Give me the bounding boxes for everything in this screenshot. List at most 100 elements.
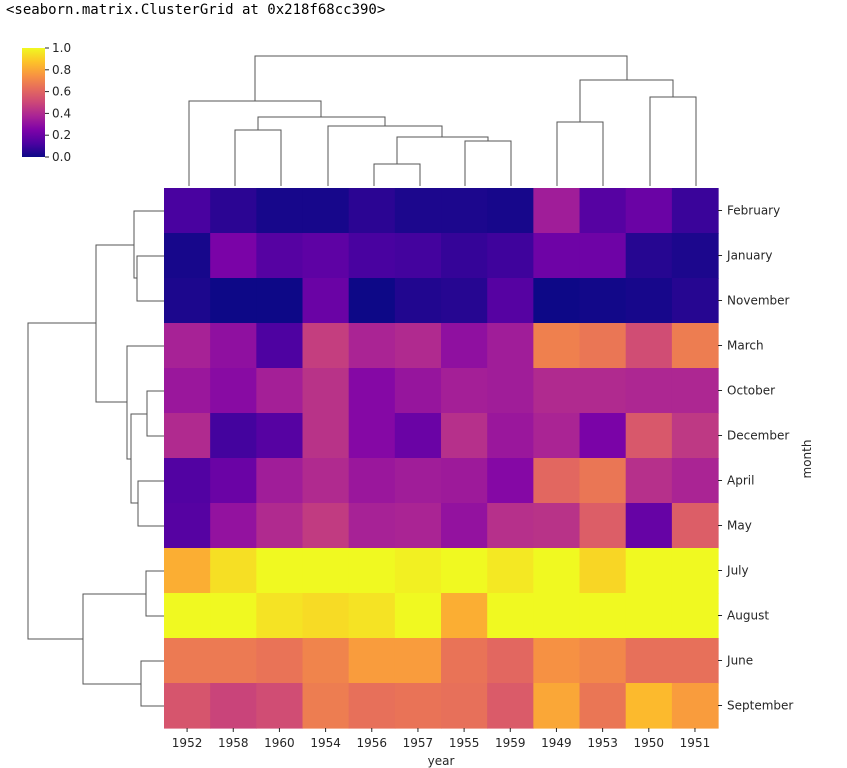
heatmap-cell — [348, 323, 396, 369]
heatmap-cell — [302, 638, 350, 684]
heatmap-cell — [533, 413, 581, 459]
colorbar-tick-label: 0.8 — [52, 63, 71, 77]
x-tick-label: 1949 — [541, 736, 572, 750]
row-dendrogram-link — [145, 570, 164, 617]
heatmap-cell — [210, 548, 257, 594]
col-dendrogram-link — [257, 116, 386, 130]
heatmap-cell — [164, 458, 211, 504]
heatmap-cell — [348, 593, 396, 639]
heatmap-cell — [394, 368, 442, 414]
heatmap-cell — [394, 458, 442, 504]
heatmap-cell — [487, 323, 534, 369]
heatmap-cell — [394, 188, 442, 234]
y-tick-label: July — [726, 564, 749, 578]
heatmap-cell — [302, 413, 350, 459]
colorbar-tick-label: 0.4 — [52, 106, 71, 120]
heatmap-cell — [256, 233, 304, 279]
y-tick-label: April — [727, 474, 754, 488]
heatmap-cell — [625, 683, 673, 729]
heatmap-cell — [671, 368, 719, 414]
colorbar-tick-label: 0.2 — [52, 128, 71, 142]
x-tick-labels: 1952 1958 1960 1954 1956 1957 1955 1959 1949 1953… — [172, 728, 710, 750]
y-axis-label: month — [800, 440, 814, 479]
heatmap-cell — [441, 683, 488, 729]
heatmap-cell — [579, 188, 627, 234]
x-tick-label: 1954 — [310, 736, 341, 750]
heatmap-cell — [487, 188, 534, 234]
heatmap-cell — [210, 683, 257, 729]
heatmap-cell — [441, 593, 488, 639]
heatmap-cell — [441, 503, 488, 549]
heatmap-cell — [164, 278, 211, 324]
heatmap-cell — [533, 458, 581, 504]
y-tick-label: December — [727, 429, 789, 443]
y-tick-label: September — [727, 699, 793, 713]
heatmap-cell — [256, 683, 304, 729]
heatmap-cell — [164, 413, 211, 459]
heatmap-cell — [625, 413, 673, 459]
heatmap-cell — [441, 548, 488, 594]
heatmap-cell — [441, 188, 488, 234]
y-tick-label: June — [726, 654, 753, 668]
x-tick-label: 1957 — [403, 736, 434, 750]
heatmap-cell — [579, 503, 627, 549]
heatmap-cell — [487, 458, 534, 504]
y-tick-label: August — [727, 609, 769, 623]
heatmap-cell — [625, 503, 673, 549]
heatmap-cell — [348, 233, 396, 279]
heatmap-cell — [579, 278, 627, 324]
heatmap-cell — [348, 503, 396, 549]
heatmap-cell — [302, 548, 350, 594]
heatmap-cell — [533, 323, 581, 369]
heatmap-cell — [579, 548, 627, 594]
heatmap-cell — [579, 683, 627, 729]
colorbar-gradient — [22, 48, 45, 157]
heatmap-cell — [487, 548, 534, 594]
heatmap-cell — [625, 233, 673, 279]
heatmap-cell — [302, 368, 350, 414]
heatmap-cell — [441, 233, 488, 279]
y-tick-labels: February January November March October Decem… — [718, 204, 793, 713]
x-tick-label: 1959 — [495, 736, 526, 750]
heatmap-cell — [394, 548, 442, 594]
heatmap-cell — [256, 413, 304, 459]
heatmap-cell — [625, 548, 673, 594]
heatmap-cell — [210, 593, 257, 639]
heatmap-cell — [164, 188, 211, 234]
heatmap-cell — [533, 278, 581, 324]
y-tick-label: November — [727, 294, 789, 308]
heatmap-cell — [164, 638, 211, 684]
heatmap-cell — [302, 278, 350, 324]
heatmap-cell — [533, 593, 581, 639]
row-dendrogram-link — [146, 390, 164, 437]
heatmap-cell — [533, 233, 581, 279]
heatmap-cell — [625, 278, 673, 324]
heatmap-cell — [348, 458, 396, 504]
heatmap-cell — [302, 503, 350, 549]
row-dendrogram-link — [130, 413, 147, 504]
heatmap-cell — [671, 548, 719, 594]
col-dendrogram-link — [188, 100, 322, 186]
col-dendrogram-link — [464, 140, 512, 186]
heatmap-cell — [394, 683, 442, 729]
heatmap-cell — [487, 368, 534, 414]
row-dendrogram-link — [95, 244, 134, 403]
heatmap-cell — [164, 683, 211, 729]
heatmap-cell — [394, 323, 442, 369]
heatmap-cell — [487, 233, 534, 279]
heatmap-cell — [256, 368, 304, 414]
heatmap-cell — [302, 188, 350, 234]
heatmap-cell — [210, 233, 257, 279]
row-dendrogram-link — [140, 660, 164, 707]
x-tick-label: 1958 — [218, 736, 249, 750]
heatmap-cell — [441, 278, 488, 324]
heatmap-cell — [210, 413, 257, 459]
colorbar-tick-label: 1.0 — [52, 41, 71, 55]
heatmap-cell — [394, 233, 442, 279]
heatmap-cell — [164, 233, 211, 279]
heatmap-cell — [394, 638, 442, 684]
row-dendrogram-link — [137, 480, 164, 527]
heatmap-cell — [210, 188, 257, 234]
row-dendrogram-link — [133, 210, 164, 279]
